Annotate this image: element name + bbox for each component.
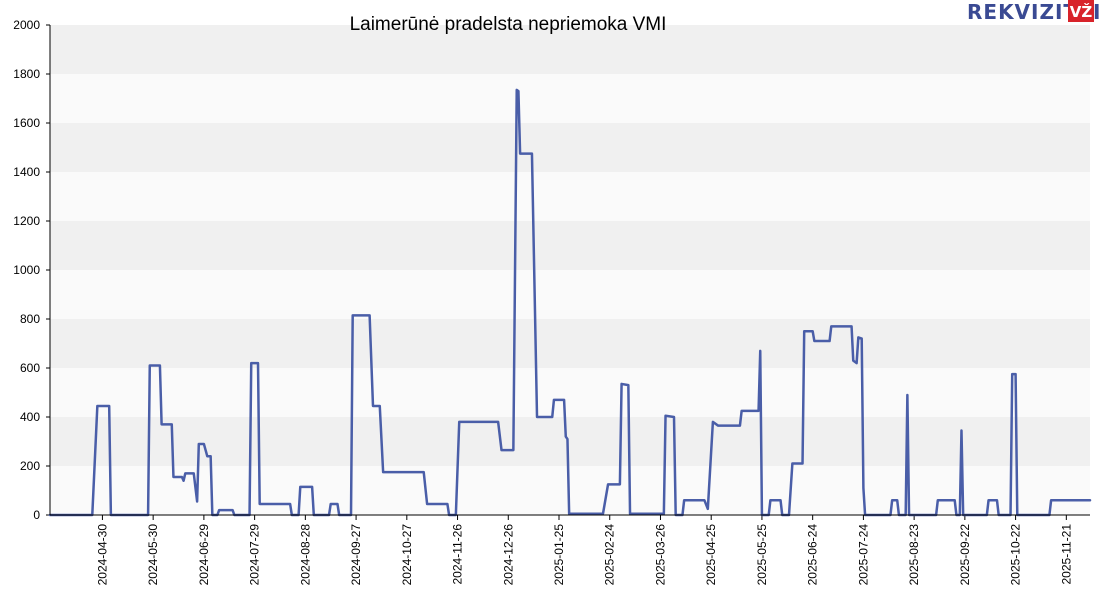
grid-band [50, 25, 1090, 74]
grid-band [50, 123, 1090, 172]
x-tick-label: 2025-03-26 [653, 524, 667, 586]
series-line [48, 88, 1092, 517]
x-tick-label: 2024-12-26 [501, 524, 515, 586]
y-axis: 0 200 400 600 800 1000 1200 1400 1600 1800 2000 [13, 18, 50, 522]
y-tick-label: 200 [20, 459, 40, 473]
grid-band [50, 368, 1090, 417]
y-tick-label: 800 [20, 312, 40, 326]
y-tick-label: 0 [33, 508, 40, 522]
y-tick-label: 1800 [13, 67, 40, 81]
x-tick-label: 2024-06-29 [197, 524, 211, 586]
y-tick-label: 2000 [13, 18, 40, 32]
logo: REKVIZITAI VŽ [967, 0, 1100, 24]
x-tick-label: 2024-07-29 [248, 524, 262, 586]
x-tick-label: 2025-08-23 [907, 524, 921, 586]
y-tick-label: 600 [20, 361, 40, 375]
x-tick-label: 2024-08-28 [298, 524, 312, 586]
x-tick-label: 2024-09-27 [349, 524, 363, 586]
grid-band [50, 172, 1090, 221]
x-tick-label: 2025-11-21 [1059, 524, 1073, 585]
grid-band [50, 270, 1090, 319]
x-tick-label: 2025-04-25 [704, 524, 718, 586]
x-tick-label: 2024-10-27 [400, 524, 414, 586]
logo-badge-text: VŽ [1070, 2, 1093, 21]
y-tick-label: 1600 [13, 116, 40, 130]
grid-band [50, 417, 1090, 466]
x-tick-label: 2024-05-30 [146, 524, 160, 586]
chart-title: Laimerūnė pradelsta nepriemoka VMI [350, 14, 667, 35]
x-tick-label: 2024-04-30 [95, 524, 109, 586]
grid-band [50, 74, 1090, 123]
logo-badge [1068, 0, 1094, 22]
grid-bands [50, 25, 1090, 515]
grid-band [50, 221, 1090, 270]
x-tick-label: 2025-09-22 [958, 524, 972, 586]
x-tick-label: 2025-10-22 [1009, 524, 1023, 586]
x-axis: 2024-04-30 2024-05-30 2024-06-29 2024-07-29… [95, 515, 1073, 585]
x-tick-label: 2025-07-24 [856, 524, 870, 586]
y-tick-label: 400 [20, 410, 40, 424]
x-tick-label: 2025-05-25 [755, 524, 769, 586]
y-tick-label: 1400 [13, 165, 40, 179]
x-tick-label: 2025-06-24 [806, 524, 820, 586]
x-tick-label: 2025-01-25 [552, 524, 566, 586]
x-tick-label: 2025-02-24 [603, 524, 617, 586]
y-tick-label: 1000 [13, 263, 40, 277]
grid-band [50, 319, 1090, 368]
y-tick-label: 1200 [13, 214, 40, 228]
x-tick-label: 2024-11-26 [451, 524, 465, 585]
